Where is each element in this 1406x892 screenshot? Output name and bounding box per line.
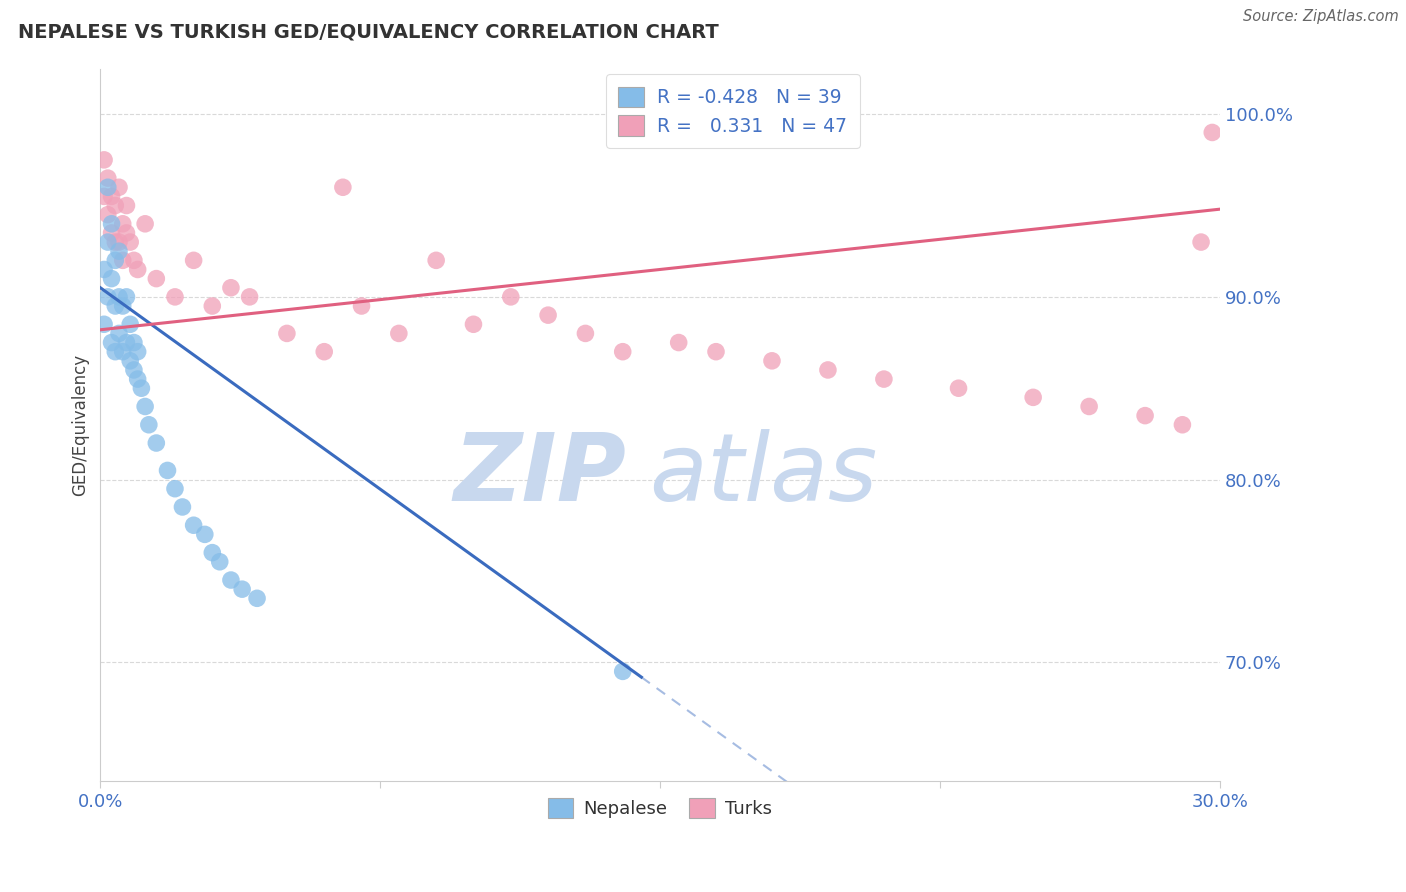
Point bbox=[201, 299, 224, 313]
Point bbox=[574, 326, 596, 341]
Point bbox=[115, 226, 138, 240]
Point bbox=[1022, 390, 1045, 404]
Point bbox=[131, 381, 153, 395]
Point bbox=[704, 344, 727, 359]
Point bbox=[761, 354, 783, 368]
Point bbox=[108, 235, 131, 249]
Point bbox=[208, 555, 231, 569]
Point bbox=[97, 171, 120, 186]
Point bbox=[122, 363, 145, 377]
Point bbox=[97, 180, 120, 194]
Point bbox=[1133, 409, 1156, 423]
Point bbox=[104, 299, 127, 313]
Point bbox=[219, 281, 242, 295]
Point bbox=[111, 299, 134, 313]
Text: atlas: atlas bbox=[648, 429, 877, 520]
Point bbox=[111, 253, 134, 268]
Point bbox=[134, 400, 156, 414]
Point bbox=[111, 217, 134, 231]
Point bbox=[108, 244, 131, 259]
Y-axis label: GED/Equivalency: GED/Equivalency bbox=[72, 354, 89, 496]
Point bbox=[138, 417, 160, 432]
Point bbox=[120, 354, 142, 368]
Point bbox=[817, 363, 839, 377]
Point bbox=[100, 271, 122, 285]
Point bbox=[425, 253, 447, 268]
Point bbox=[93, 262, 115, 277]
Point bbox=[115, 198, 138, 212]
Point bbox=[156, 463, 179, 477]
Point bbox=[873, 372, 896, 386]
Point bbox=[145, 436, 167, 450]
Point bbox=[97, 208, 120, 222]
Point bbox=[314, 344, 336, 359]
Point bbox=[100, 189, 122, 203]
Text: Source: ZipAtlas.com: Source: ZipAtlas.com bbox=[1243, 9, 1399, 24]
Point bbox=[201, 546, 224, 560]
Point bbox=[93, 153, 115, 167]
Point bbox=[163, 290, 186, 304]
Point bbox=[612, 344, 634, 359]
Point bbox=[122, 335, 145, 350]
Point bbox=[104, 253, 127, 268]
Point bbox=[115, 335, 138, 350]
Point bbox=[332, 180, 354, 194]
Point bbox=[463, 318, 485, 332]
Point bbox=[97, 290, 120, 304]
Point bbox=[127, 372, 149, 386]
Point bbox=[115, 290, 138, 304]
Point bbox=[1078, 400, 1101, 414]
Point bbox=[194, 527, 217, 541]
Point bbox=[183, 253, 205, 268]
Point bbox=[108, 290, 131, 304]
Point bbox=[219, 573, 242, 587]
Point bbox=[239, 290, 262, 304]
Point bbox=[104, 344, 127, 359]
Point bbox=[127, 344, 149, 359]
Point bbox=[104, 198, 127, 212]
Point bbox=[104, 235, 127, 249]
Point bbox=[163, 482, 186, 496]
Point bbox=[111, 344, 134, 359]
Point bbox=[499, 290, 522, 304]
Point bbox=[134, 217, 156, 231]
Point bbox=[231, 582, 253, 597]
Point bbox=[100, 335, 122, 350]
Point bbox=[100, 226, 122, 240]
Point bbox=[122, 253, 145, 268]
Point bbox=[246, 591, 269, 606]
Text: ZIP: ZIP bbox=[454, 429, 627, 521]
Legend: Nepalese, Turks: Nepalese, Turks bbox=[540, 791, 780, 825]
Point bbox=[172, 500, 194, 514]
Point bbox=[127, 262, 149, 277]
Point bbox=[93, 318, 115, 332]
Point bbox=[1171, 417, 1194, 432]
Point bbox=[668, 335, 690, 350]
Point bbox=[120, 318, 142, 332]
Point bbox=[108, 180, 131, 194]
Point bbox=[388, 326, 411, 341]
Point bbox=[537, 308, 560, 322]
Point bbox=[108, 326, 131, 341]
Point bbox=[183, 518, 205, 533]
Point bbox=[100, 217, 122, 231]
Point bbox=[350, 299, 373, 313]
Point bbox=[97, 235, 120, 249]
Point bbox=[1189, 235, 1212, 249]
Text: NEPALESE VS TURKISH GED/EQUIVALENCY CORRELATION CHART: NEPALESE VS TURKISH GED/EQUIVALENCY CORR… bbox=[18, 22, 718, 41]
Point bbox=[1201, 125, 1223, 139]
Point bbox=[120, 235, 142, 249]
Point bbox=[276, 326, 298, 341]
Point bbox=[948, 381, 970, 395]
Point bbox=[145, 271, 167, 285]
Point bbox=[93, 189, 115, 203]
Point bbox=[612, 665, 634, 679]
